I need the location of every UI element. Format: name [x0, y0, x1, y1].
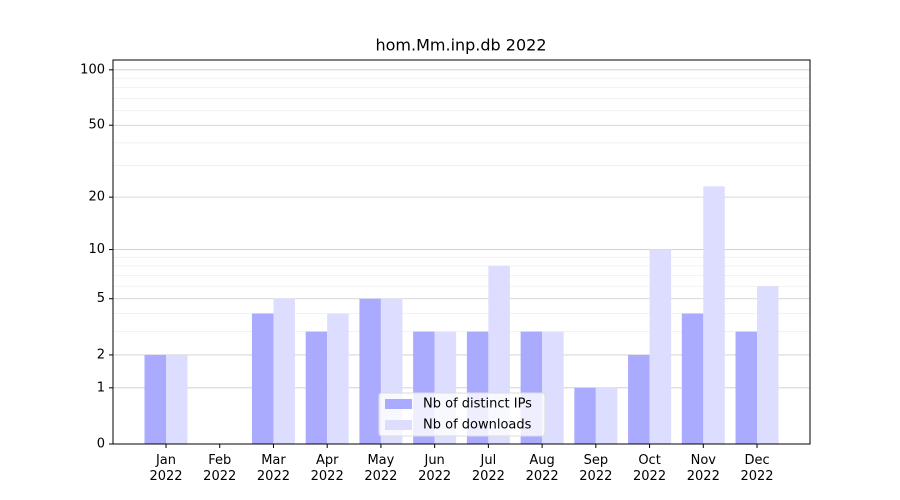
y-tick-label: 50	[88, 118, 105, 133]
x-tick-label: Jul 2022	[471, 453, 505, 484]
legend-label: Nb of distinct IPs	[423, 397, 532, 412]
legend-swatch	[385, 420, 412, 430]
bar	[703, 186, 725, 444]
y-tick-label: 0	[97, 437, 105, 452]
x-tick-label: Jan 2022	[149, 453, 183, 484]
x-tick-label: Apr 2022	[310, 453, 344, 484]
bar	[166, 354, 188, 444]
bar	[649, 249, 672, 444]
bar	[735, 331, 758, 444]
bar	[681, 313, 704, 444]
y-tick-label: 100	[80, 62, 105, 77]
x-tick-label: Sep 2022	[579, 453, 613, 484]
plot-frame	[112, 59, 811, 445]
bar	[327, 313, 349, 444]
y-tick-label: 10	[88, 242, 105, 257]
bar	[542, 331, 564, 444]
x-tick-label: Feb 2022	[203, 453, 237, 484]
bar	[628, 354, 650, 444]
x-tick-label: Nov 2022	[686, 453, 720, 484]
x-tick-label: May 2022	[364, 453, 398, 484]
bar	[251, 313, 274, 444]
x-tick-label: Aug 2022	[525, 453, 559, 484]
x-tick-label: Dec 2022	[740, 453, 774, 484]
bar	[305, 331, 328, 444]
legend-label: Nb of downloads	[423, 418, 532, 433]
y-tick-label: 20	[88, 190, 105, 205]
x-tick-label: Mar 2022	[256, 453, 290, 484]
bar	[574, 387, 596, 444]
y-tick-label: 2	[97, 347, 105, 362]
y-tick-label: 1	[97, 380, 105, 395]
y-tick-label: 5	[97, 291, 105, 306]
x-tick-label: Oct 2022	[633, 453, 667, 484]
bar	[273, 298, 295, 444]
legend-swatch	[385, 399, 412, 409]
chart-title: hom.Mm.inp.db 2022	[375, 36, 546, 55]
x-tick-label: Jun 2022	[418, 453, 452, 484]
bar	[595, 387, 618, 444]
legend-box	[378, 392, 546, 437]
bar	[359, 298, 381, 444]
bar	[757, 286, 779, 444]
bar	[144, 354, 166, 444]
